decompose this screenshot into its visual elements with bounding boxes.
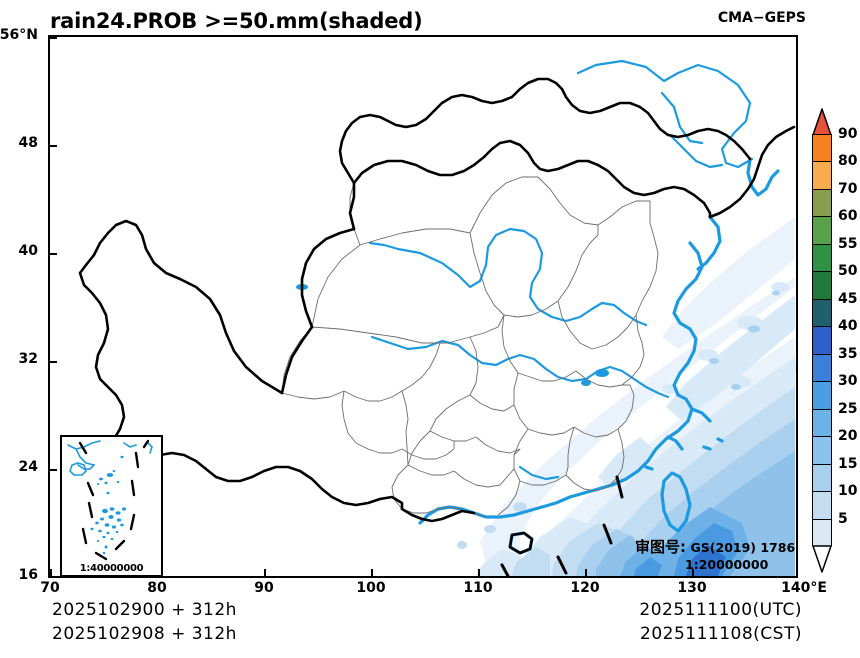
x-tick-label: 120: [570, 580, 600, 596]
colorbar-segment: [813, 299, 831, 328]
map-approval-code: GS(2019) 1786: [690, 540, 796, 555]
colorbar-tick-label: 55: [838, 235, 858, 252]
x-tickmark: [50, 569, 52, 576]
precip-core-35pct-b: [634, 557, 662, 576]
x-tickmark: [478, 569, 480, 576]
inset-islands: [90, 455, 126, 555]
y-tickmark: [50, 253, 57, 255]
colorbar-segment: [813, 217, 831, 245]
y-tickmark: [50, 37, 57, 39]
colorbar-tick-label: 15: [838, 455, 858, 472]
colorbar-under-arrow: [812, 545, 832, 573]
colorbar-tick-label: 40: [838, 318, 858, 335]
inset-map-svg: [67, 439, 153, 561]
precip-speckles-south: [457, 502, 527, 549]
y-tick-label: 48: [18, 135, 38, 151]
nine-dash-line-layer: [500, 475, 624, 576]
colorbar-segment: [813, 272, 831, 300]
colorbar-segment: [813, 382, 831, 410]
footer-init-time-utc: 2025102900 + 312h: [52, 600, 237, 620]
precip-patch-10-a: [666, 295, 795, 421]
precip-core-40pct: [686, 545, 726, 576]
colorbar-segment: [813, 162, 831, 190]
colorbar-segment: [813, 327, 831, 355]
precip-patch-15-b: [512, 547, 550, 576]
y-tickmark: [50, 576, 57, 578]
colorbar-tick-label: 5: [838, 510, 848, 527]
colorbar-tick-label: 30: [838, 373, 858, 390]
footer-valid-time-utc: 2025111100(UTC): [639, 600, 802, 620]
model-label: CMA−GEPS: [717, 10, 806, 26]
x-tickmark: [264, 569, 266, 576]
y-tickmark: [50, 361, 57, 363]
province-boundaries-layer: [281, 176, 659, 518]
inset-nine-dash-line: [78, 439, 150, 561]
colorbar-tick-label: 80: [838, 153, 858, 170]
x-tick-label: 140°E: [781, 580, 827, 596]
footer-valid-time-cst: 2025111108(CST): [640, 624, 802, 644]
x-tickmark: [692, 569, 694, 576]
inset-scale-label: 1:40000000: [79, 563, 144, 574]
map-approval-stamp: 审图号: GS(2019) 1786 1:20000000: [635, 538, 795, 573]
colorbar-tick-label: 10: [838, 483, 858, 500]
y-tickmark: [50, 469, 57, 471]
colorbar-tick-label: 35: [838, 345, 858, 362]
colorbar[interactable]: 5 10 15 20 25 30 35 40 45 50 55 60 70 80 90: [812, 108, 857, 573]
colorbar-tick-label: 25: [838, 400, 858, 417]
colorbar-tick-label: 90: [838, 126, 858, 142]
y-tick-label: 16: [18, 567, 38, 583]
y-tick-label: 40: [18, 243, 38, 259]
colorbar-tick-label: 70: [838, 180, 858, 197]
south-china-sea-inset-map[interactable]: 1:40000000: [60, 435, 163, 576]
precip-patch-10-d: [598, 437, 656, 489]
x-tick-label: 100: [356, 580, 386, 596]
colorbar-segment: [813, 409, 831, 438]
colorbar-segment: [813, 519, 831, 547]
y-tick-label: 56°N: [0, 27, 38, 43]
map-approval-scale: 1:20000000: [685, 557, 769, 573]
china-map-svg: [78, 59, 796, 576]
colorbar-segment: [813, 244, 831, 273]
colorbar-segment: [813, 492, 831, 520]
colorbar-segment: [813, 437, 831, 465]
colorbar-tick-label: 20: [838, 428, 858, 445]
colorbar-tick-label: 50: [838, 263, 858, 280]
colorbar-body: [812, 134, 832, 547]
precip-patch-10-c: [476, 549, 522, 576]
x-tick-label: 80: [147, 580, 167, 596]
y-tick-label: 24: [18, 459, 38, 475]
map-approval-label: 审图号:: [635, 538, 686, 556]
colorbar-tick-label: 45: [838, 290, 858, 307]
page-title: rain24.PROB >=50.mm(shaded): [50, 9, 423, 33]
precip-shading-layer: [457, 217, 796, 576]
x-tickmark: [371, 569, 373, 576]
x-tickmark: [585, 569, 587, 576]
x-tickmark: [796, 569, 798, 576]
y-tick-label: 32: [18, 351, 38, 367]
x-tick-label: 110: [463, 580, 493, 596]
x-tick-label: 70: [40, 580, 60, 596]
colorbar-segment: [813, 189, 831, 218]
footer-init-time-cst: 2025102908 + 312h: [52, 624, 237, 644]
precip-patch-pale-ne: [662, 217, 795, 349]
map-plot-area[interactable]: 审图号: GS(2019) 1786 1:20000000: [48, 35, 798, 578]
national-border-layer: [78, 77, 796, 555]
precip-speckles-mid: [709, 290, 780, 390]
x-tick-label: 90: [254, 580, 274, 596]
colorbar-segment: [813, 135, 831, 163]
colorbar-over-arrow: [812, 108, 832, 136]
colorbar-tick-label: 60: [838, 208, 858, 225]
x-tick-label: 130: [677, 580, 707, 596]
colorbar-segment: [813, 464, 831, 493]
colorbar-segment: [813, 354, 831, 383]
y-tickmark: [50, 145, 57, 147]
